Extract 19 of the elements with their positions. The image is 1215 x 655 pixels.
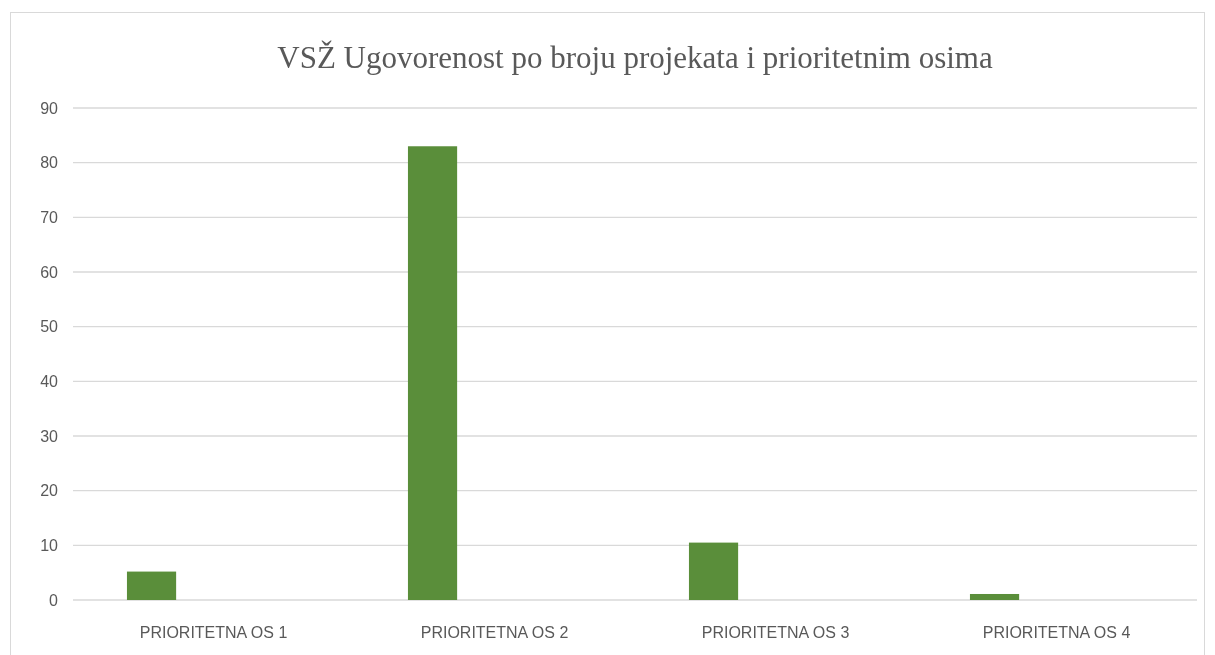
- y-tick-label: 50: [40, 318, 59, 336]
- bar: [688, 542, 739, 600]
- y-tick-label: 60: [40, 263, 59, 281]
- y-tick-label: 90: [40, 99, 59, 117]
- bar: [969, 593, 1020, 600]
- y-tick-label: 0: [49, 591, 59, 609]
- chart-title: VSŽ Ugovorenost po broju projekata i prioritetnim osima: [277, 40, 993, 75]
- y-tick-label: 30: [40, 427, 59, 445]
- y-tick-label: 40: [40, 372, 59, 390]
- bar: [126, 571, 177, 600]
- x-tick-label: PRIORITETNA OS 2: [420, 624, 569, 641]
- y-tick-label: 70: [40, 208, 59, 226]
- y-tick-label: 80: [40, 154, 59, 172]
- bar: [407, 146, 458, 600]
- x-tick-label: PRIORITETNA OS 4: [982, 624, 1131, 641]
- y-tick-label: 20: [40, 482, 59, 500]
- x-tick-label: PRIORITETNA OS 3: [701, 624, 850, 641]
- y-tick-label: 10: [40, 536, 59, 554]
- x-tick-label: PRIORITETNA OS 1: [139, 624, 288, 641]
